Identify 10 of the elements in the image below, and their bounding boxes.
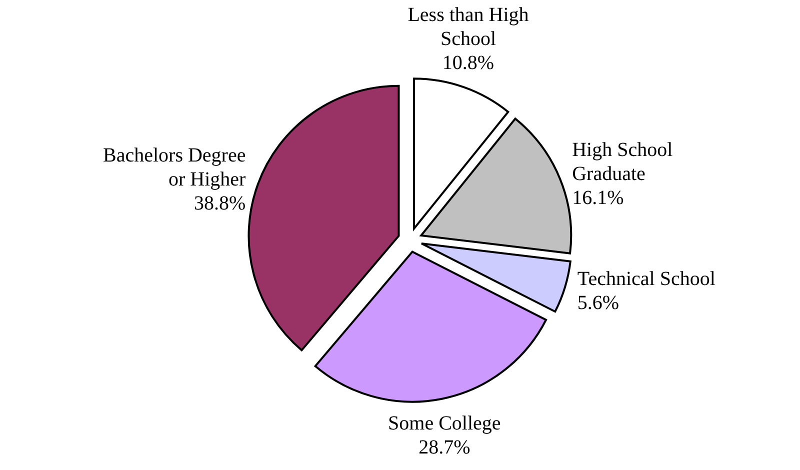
data-label: 16.1% bbox=[572, 187, 624, 210]
data-label: 10.8% bbox=[442, 52, 494, 74]
slice-label: Bachelors Degree or Higher bbox=[103, 144, 246, 191]
data-label: 5.6% bbox=[577, 292, 620, 314]
slice-label: Some College bbox=[388, 412, 501, 435]
data-label: 38.8% bbox=[194, 192, 246, 215]
slice-label: Less than High School bbox=[408, 4, 529, 50]
data-label: 28.7% bbox=[418, 436, 470, 459]
slice-label: High School Graduate bbox=[572, 139, 674, 186]
slice-label: Technical School bbox=[577, 268, 716, 290]
